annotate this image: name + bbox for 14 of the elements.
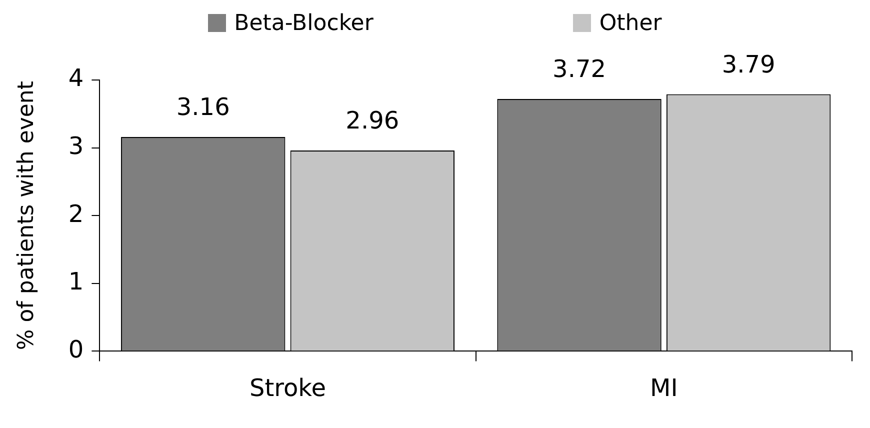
legend-label: Beta-Blocker <box>234 10 374 36</box>
x-tick-label: MI <box>650 374 678 402</box>
legend-label: Other <box>599 10 662 36</box>
data-label: 3.16 <box>176 93 230 122</box>
data-label: 3.79 <box>722 50 776 78</box>
x-tick-label: Stroke <box>250 374 326 402</box>
data-label: 2.96 <box>346 106 400 135</box>
y-tick-label: 3 <box>68 132 84 160</box>
data-label: 3.72 <box>552 55 606 84</box>
y-tick-label: 1 <box>68 268 84 296</box>
y-tick-label: 2 <box>68 200 84 228</box>
y-tick-label: 0 <box>68 335 84 364</box>
y-axis-title: % of patients with event <box>14 80 39 350</box>
y-tick-label: 4 <box>68 64 84 92</box>
